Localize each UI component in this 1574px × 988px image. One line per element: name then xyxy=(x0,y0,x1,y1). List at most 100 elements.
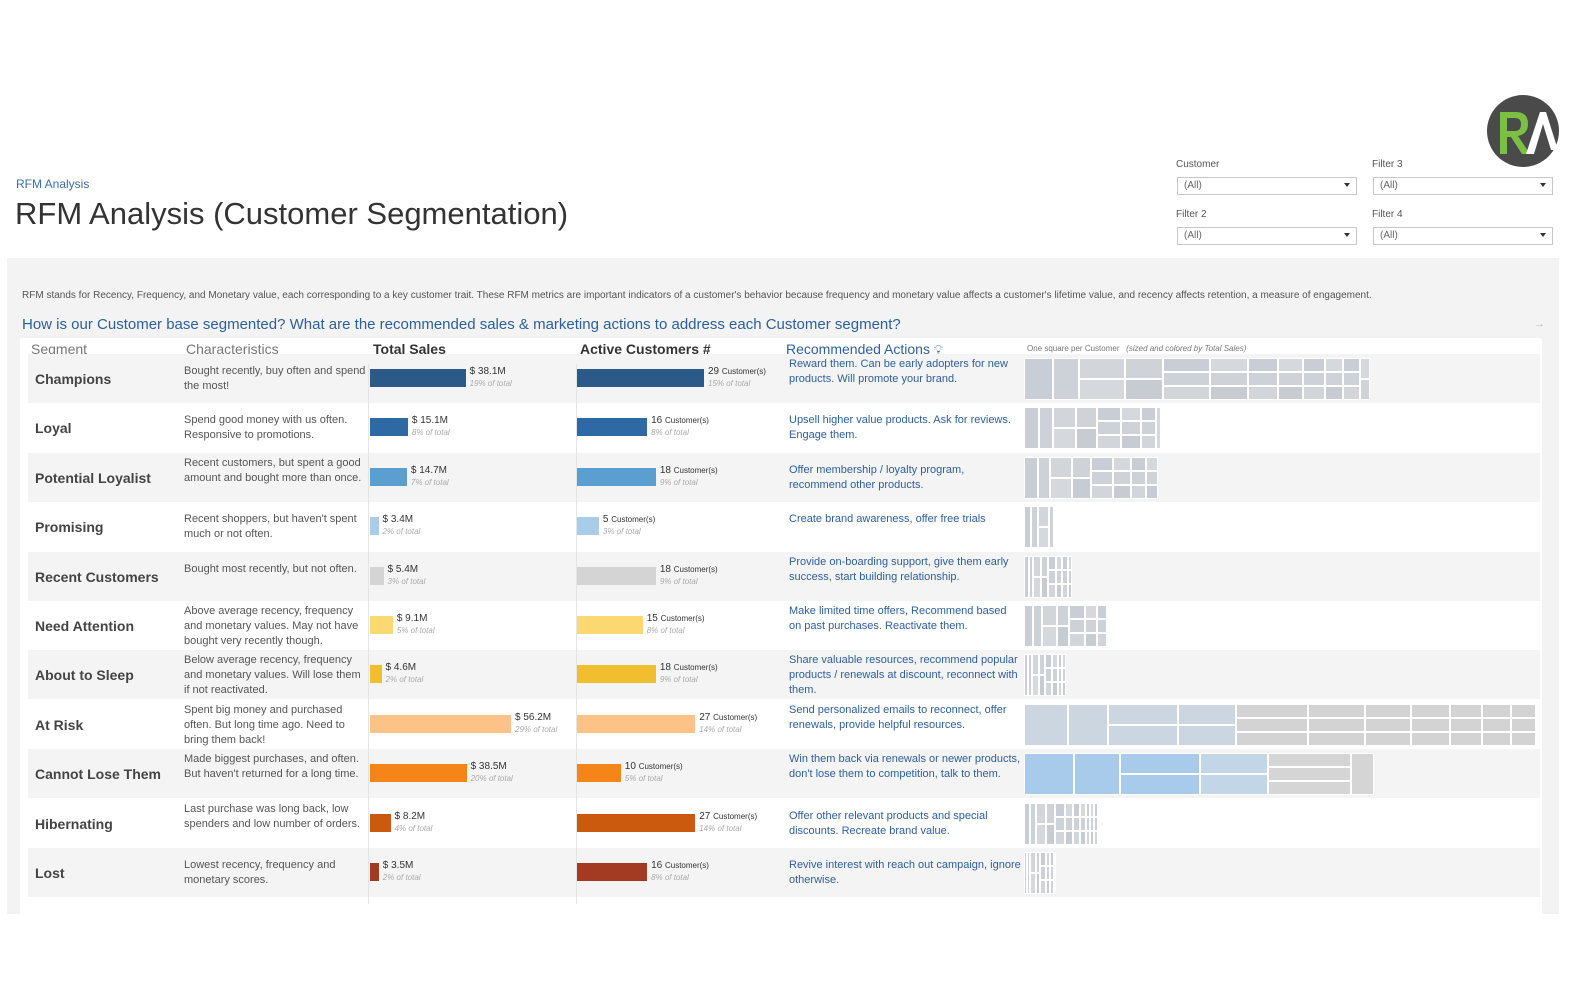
customer-square[interactable] xyxy=(1078,379,1125,400)
sales-bar[interactable] xyxy=(370,566,384,585)
segment-row[interactable]: Loyal Spend good money with us often. Res… xyxy=(28,403,1540,452)
customer-square[interactable] xyxy=(1030,852,1036,873)
customer-square[interactable] xyxy=(1343,358,1360,372)
segment-row[interactable]: Promising Recent shoppers, but haven't sp… xyxy=(28,502,1540,551)
customer-square[interactable] xyxy=(1062,569,1068,584)
filter-select-customer[interactable]: (All) xyxy=(1177,177,1357,195)
customer-square[interactable] xyxy=(1482,717,1511,732)
customers-bar[interactable] xyxy=(577,467,656,486)
customer-square[interactable] xyxy=(1045,852,1051,866)
sales-bar[interactable] xyxy=(370,467,407,486)
sales-bar[interactable] xyxy=(370,517,379,536)
customer-square[interactable] xyxy=(1096,407,1122,422)
customer-square[interactable] xyxy=(1156,407,1161,450)
customer-square[interactable] xyxy=(1024,605,1034,647)
customer-square[interactable] xyxy=(1056,626,1070,647)
customers-bar[interactable] xyxy=(577,418,648,437)
customer-square[interactable] xyxy=(1039,654,1045,676)
customer-square[interactable] xyxy=(1054,802,1066,817)
customer-square[interactable] xyxy=(1145,456,1158,471)
customer-square[interactable] xyxy=(1200,774,1268,796)
customer-square[interactable] xyxy=(1113,456,1132,471)
customer-square[interactable] xyxy=(1510,717,1536,732)
customer-square[interactable] xyxy=(1024,456,1038,499)
customer-square[interactable] xyxy=(1037,456,1051,499)
customer-square[interactable] xyxy=(1052,682,1058,697)
customer-square[interactable] xyxy=(1140,407,1157,422)
customer-square[interactable] xyxy=(1140,435,1157,450)
customer-square[interactable] xyxy=(1040,866,1046,880)
sales-bar[interactable] xyxy=(370,369,466,387)
segment-row[interactable]: Champions Bought recently, buy often and … xyxy=(28,354,1540,403)
customer-square[interactable] xyxy=(1177,724,1237,746)
sales-bar[interactable] xyxy=(370,863,379,881)
customer-square[interactable] xyxy=(1041,555,1048,577)
customer-square[interactable] xyxy=(1024,407,1039,450)
customer-treemap[interactable] xyxy=(1024,802,1098,845)
customer-square[interactable] xyxy=(1163,358,1211,372)
customer-square[interactable] xyxy=(1030,873,1036,894)
customer-square[interactable] xyxy=(1065,830,1074,845)
customer-square[interactable] xyxy=(1510,731,1536,746)
customer-square[interactable] xyxy=(1047,555,1057,570)
customer-square[interactable] xyxy=(1303,386,1325,400)
customer-square[interactable] xyxy=(1024,506,1032,549)
customer-square[interactable] xyxy=(1324,386,1344,400)
customer-square[interactable] xyxy=(1024,555,1029,598)
customer-square[interactable] xyxy=(1065,802,1074,817)
customers-bar[interactable] xyxy=(577,517,599,536)
customer-square[interactable] xyxy=(1052,428,1077,450)
customer-square[interactable] xyxy=(1047,569,1057,584)
customers-bar[interactable] xyxy=(577,813,696,832)
customer-square[interactable] xyxy=(1052,654,1058,669)
customer-square[interactable] xyxy=(1067,569,1072,584)
customer-square[interactable] xyxy=(1343,386,1360,400)
customer-square[interactable] xyxy=(1074,753,1121,796)
customer-square[interactable] xyxy=(1057,654,1063,669)
customer-square[interactable] xyxy=(1072,477,1091,499)
customer-square[interactable] xyxy=(1076,407,1097,429)
customer-square[interactable] xyxy=(1090,470,1114,485)
customers-bar[interactable] xyxy=(577,566,656,585)
customer-square[interactable] xyxy=(1113,484,1132,499)
customer-square[interactable] xyxy=(1076,428,1097,450)
customer-square[interactable] xyxy=(1072,456,1091,478)
customer-square[interactable] xyxy=(1036,802,1047,824)
customer-square[interactable] xyxy=(1050,880,1054,894)
customer-square[interactable] xyxy=(1090,484,1114,499)
segment-row[interactable]: Lost Lowest recency, frequency and moneta… xyxy=(28,848,1540,897)
customer-square[interactable] xyxy=(1052,358,1079,400)
customer-square[interactable] xyxy=(1033,555,1042,577)
customer-square[interactable] xyxy=(1303,358,1325,372)
customer-square[interactable] xyxy=(1062,654,1066,669)
customer-square[interactable] xyxy=(1097,633,1107,647)
customer-square[interactable] xyxy=(1350,753,1374,796)
customer-square[interactable] xyxy=(1056,555,1063,570)
customer-square[interactable] xyxy=(1124,379,1164,400)
customer-square[interactable] xyxy=(1090,830,1095,845)
customer-square[interactable] xyxy=(1120,774,1201,796)
customer-square[interactable] xyxy=(1052,668,1058,683)
customer-square[interactable] xyxy=(1278,372,1304,386)
customer-treemap[interactable] xyxy=(1024,605,1107,647)
customer-square[interactable] xyxy=(1078,358,1125,379)
customer-square[interactable] xyxy=(1044,668,1053,683)
customer-square[interactable] xyxy=(1163,386,1211,400)
customer-square[interactable] xyxy=(1024,703,1068,746)
customer-square[interactable] xyxy=(1031,506,1038,549)
customer-square[interactable] xyxy=(1057,668,1063,683)
sales-bar[interactable] xyxy=(370,665,382,684)
segment-row[interactable]: Cannot Lose Them Made biggest purchases, … xyxy=(28,749,1540,799)
customer-square[interactable] xyxy=(1054,816,1066,831)
customer-square[interactable] xyxy=(1073,802,1080,817)
customer-square[interactable] xyxy=(1056,569,1063,584)
customer-square[interactable] xyxy=(1510,703,1536,718)
customer-square[interactable] xyxy=(1267,767,1351,782)
sales-bar[interactable] xyxy=(370,714,511,733)
customer-square[interactable] xyxy=(1027,852,1031,894)
customer-square[interactable] xyxy=(1079,816,1086,831)
customer-square[interactable] xyxy=(1365,717,1412,732)
customers-bar[interactable] xyxy=(577,764,621,783)
customers-bar[interactable] xyxy=(577,714,696,733)
customer-square[interactable] xyxy=(1040,880,1046,894)
